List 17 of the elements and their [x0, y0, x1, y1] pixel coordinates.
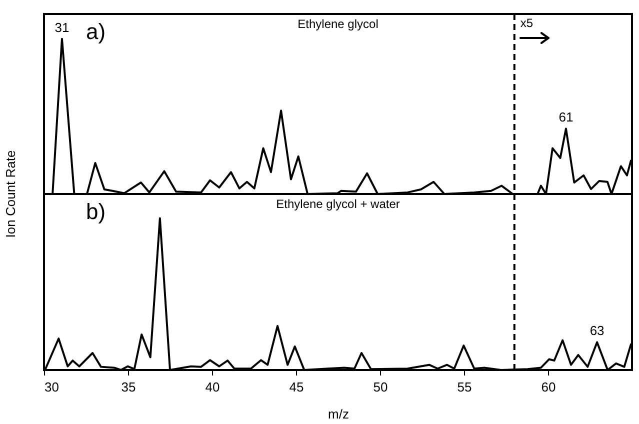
annotation: 31: [54, 20, 70, 35]
annotation: 63: [590, 323, 604, 338]
annotation: b): [86, 199, 106, 224]
chart-title: Ethylene glycol + water: [276, 197, 400, 211]
annotation: a): [86, 19, 106, 44]
x-tick-label: 55: [457, 380, 472, 394]
ref-line-label: x5: [520, 16, 534, 30]
chart-title: Ethylene glycol: [298, 17, 378, 31]
x-axis-title: m/z: [328, 406, 349, 422]
y-axis-title: Ion Count Rate: [3, 150, 18, 238]
annotation: 61: [558, 110, 574, 125]
x-tick-label: 35: [121, 380, 136, 394]
x-tick-label: 50: [373, 380, 388, 394]
x-tick-label: 45: [289, 380, 304, 394]
x-tick-label: 40: [205, 380, 220, 394]
x-tick-label: 60: [541, 380, 556, 394]
x-tick-label: 30: [44, 380, 59, 394]
